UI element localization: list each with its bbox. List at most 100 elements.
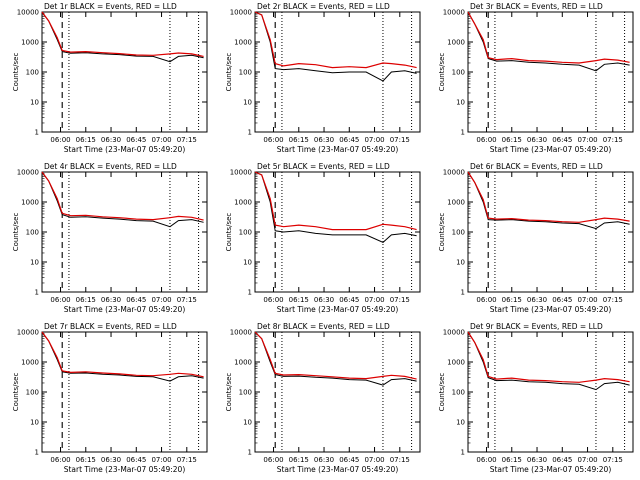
events-series-line xyxy=(467,171,630,230)
y-axis-label: Counts/sec xyxy=(12,373,20,412)
x-tick-label: 06:15 xyxy=(76,136,96,144)
y-tick-label: 10000 xyxy=(443,9,465,17)
y-tick-label: 1000 xyxy=(447,359,465,367)
x-axis-label: Start Time (23-Mar-07 05:49:20) xyxy=(490,145,612,154)
y-tick-label: 10 xyxy=(456,99,465,107)
y-tick-label: 100 xyxy=(239,69,252,77)
x-tick-label: 06:30 xyxy=(527,136,547,144)
x-tick-label: 07:15 xyxy=(390,296,410,304)
x-tick-label: 06:30 xyxy=(314,136,334,144)
plot-frame xyxy=(41,171,208,293)
events-series-line xyxy=(41,331,204,382)
y-tick-label: 10 xyxy=(243,419,252,427)
y-tick-label: 1 xyxy=(248,449,252,457)
y-tick-label: 1 xyxy=(35,289,39,297)
x-tick-label: 06:00 xyxy=(263,456,283,464)
x-tick-label: 06:00 xyxy=(476,136,496,144)
panel-det-3: Det 3r BLACK = Events, RED = LLD 1 10 100 10… xyxy=(438,2,634,154)
x-tick-label: 06:45 xyxy=(552,296,572,304)
lld-series-line xyxy=(254,171,417,231)
x-tick-label: 06:45 xyxy=(552,136,572,144)
y-tick-label: 10000 xyxy=(443,329,465,337)
y-tick-label: 1000 xyxy=(21,199,39,207)
x-tick-label: 06:30 xyxy=(527,456,547,464)
lld-series-line xyxy=(254,331,417,380)
y-axis-label: Counts/sec xyxy=(12,53,20,92)
x-tick-label: 07:15 xyxy=(177,296,197,304)
y-tick-label: 10 xyxy=(30,419,39,427)
x-tick-label: 06:30 xyxy=(101,296,121,304)
x-tick-label: 07:15 xyxy=(603,136,623,144)
x-axis-label: Start Time (23-Mar-07 05:49:20) xyxy=(64,305,186,314)
y-tick-label: 10 xyxy=(243,259,252,267)
y-tick-label: 10000 xyxy=(230,329,252,337)
y-tick-label: 100 xyxy=(239,229,252,237)
x-tick-label: 06:15 xyxy=(502,456,522,464)
lld-series-line xyxy=(41,171,204,221)
lld-series-line xyxy=(467,331,630,383)
x-tick-label: 07:15 xyxy=(177,136,197,144)
x-tick-label: 06:30 xyxy=(314,296,334,304)
x-axis-label: Start Time (23-Mar-07 05:49:20) xyxy=(490,305,612,314)
x-axis-label: Start Time (23-Mar-07 05:49:20) xyxy=(277,305,399,314)
panel-det-8: Det 8r BLACK = Events, RED = LLD 1 10 100 10… xyxy=(225,322,421,474)
y-tick-label: 10000 xyxy=(443,169,465,177)
events-series-line xyxy=(41,171,204,228)
y-tick-label: 10 xyxy=(456,259,465,267)
y-tick-label: 10 xyxy=(30,99,39,107)
x-tick-label: 06:45 xyxy=(552,456,572,464)
x-tick-label: 06:00 xyxy=(50,456,70,464)
y-tick-label: 1 xyxy=(35,449,39,457)
y-tick-label: 100 xyxy=(452,69,465,77)
panel-title: Det 4r BLACK = Events, RED = LLD xyxy=(44,162,177,171)
plot-frame xyxy=(254,331,421,453)
y-tick-label: 1 xyxy=(248,129,252,137)
y-tick-label: 100 xyxy=(452,389,465,397)
y-axis-label: Counts/sec xyxy=(438,373,446,412)
x-tick-label: 07:00 xyxy=(364,456,384,464)
x-tick-label: 07:00 xyxy=(151,456,171,464)
panel-title: Det 3r BLACK = Events, RED = LLD xyxy=(470,2,603,11)
panel-title: Det 8r BLACK = Events, RED = LLD xyxy=(257,322,390,331)
y-tick-label: 1 xyxy=(461,129,465,137)
x-tick-label: 06:45 xyxy=(126,296,146,304)
x-tick-label: 07:15 xyxy=(603,296,623,304)
y-tick-label: 1 xyxy=(248,289,252,297)
y-tick-label: 10 xyxy=(30,259,39,267)
events-series-line xyxy=(467,11,630,72)
x-tick-label: 07:00 xyxy=(364,296,384,304)
x-tick-label: 06:00 xyxy=(476,456,496,464)
x-tick-label: 06:00 xyxy=(50,136,70,144)
x-tick-label: 07:00 xyxy=(364,136,384,144)
x-axis-label: Start Time (23-Mar-07 05:49:20) xyxy=(277,465,399,474)
panel-det-5: Det 5r BLACK = Events, RED = LLD 1 10 100 10… xyxy=(225,162,421,314)
x-tick-label: 06:45 xyxy=(339,136,359,144)
y-axis-label: Counts/sec xyxy=(225,53,233,92)
y-axis-label: Counts/sec xyxy=(225,213,233,252)
x-tick-label: 06:30 xyxy=(527,296,547,304)
events-series-line xyxy=(41,11,204,63)
plot-frame xyxy=(41,331,208,453)
y-axis-label: Counts/sec xyxy=(225,373,233,412)
y-axis-label: Counts/sec xyxy=(438,53,446,92)
x-tick-label: 06:45 xyxy=(126,456,146,464)
x-tick-label: 07:00 xyxy=(577,136,597,144)
x-tick-label: 06:15 xyxy=(502,296,522,304)
events-series-line xyxy=(254,171,417,243)
y-tick-label: 1 xyxy=(461,289,465,297)
lld-series-line xyxy=(41,11,204,57)
panel-det-2: Det 2r BLACK = Events, RED = LLD 1 10 100 10… xyxy=(225,2,421,154)
y-tick-label: 10000 xyxy=(230,9,252,17)
y-tick-label: 1000 xyxy=(447,39,465,47)
plot-frame xyxy=(254,171,421,293)
x-tick-label: 06:30 xyxy=(314,456,334,464)
panel-det-7: Det 7r BLACK = Events, RED = LLD 1 10 100 10… xyxy=(12,322,208,474)
lld-series-line xyxy=(467,11,630,64)
x-tick-label: 06:15 xyxy=(76,296,96,304)
y-tick-label: 1 xyxy=(461,449,465,457)
y-tick-label: 1000 xyxy=(447,199,465,207)
plot-frame xyxy=(467,331,634,453)
plot-frame xyxy=(467,171,634,293)
x-axis-label: Start Time (23-Mar-07 05:49:20) xyxy=(64,145,186,154)
y-tick-label: 100 xyxy=(26,229,39,237)
